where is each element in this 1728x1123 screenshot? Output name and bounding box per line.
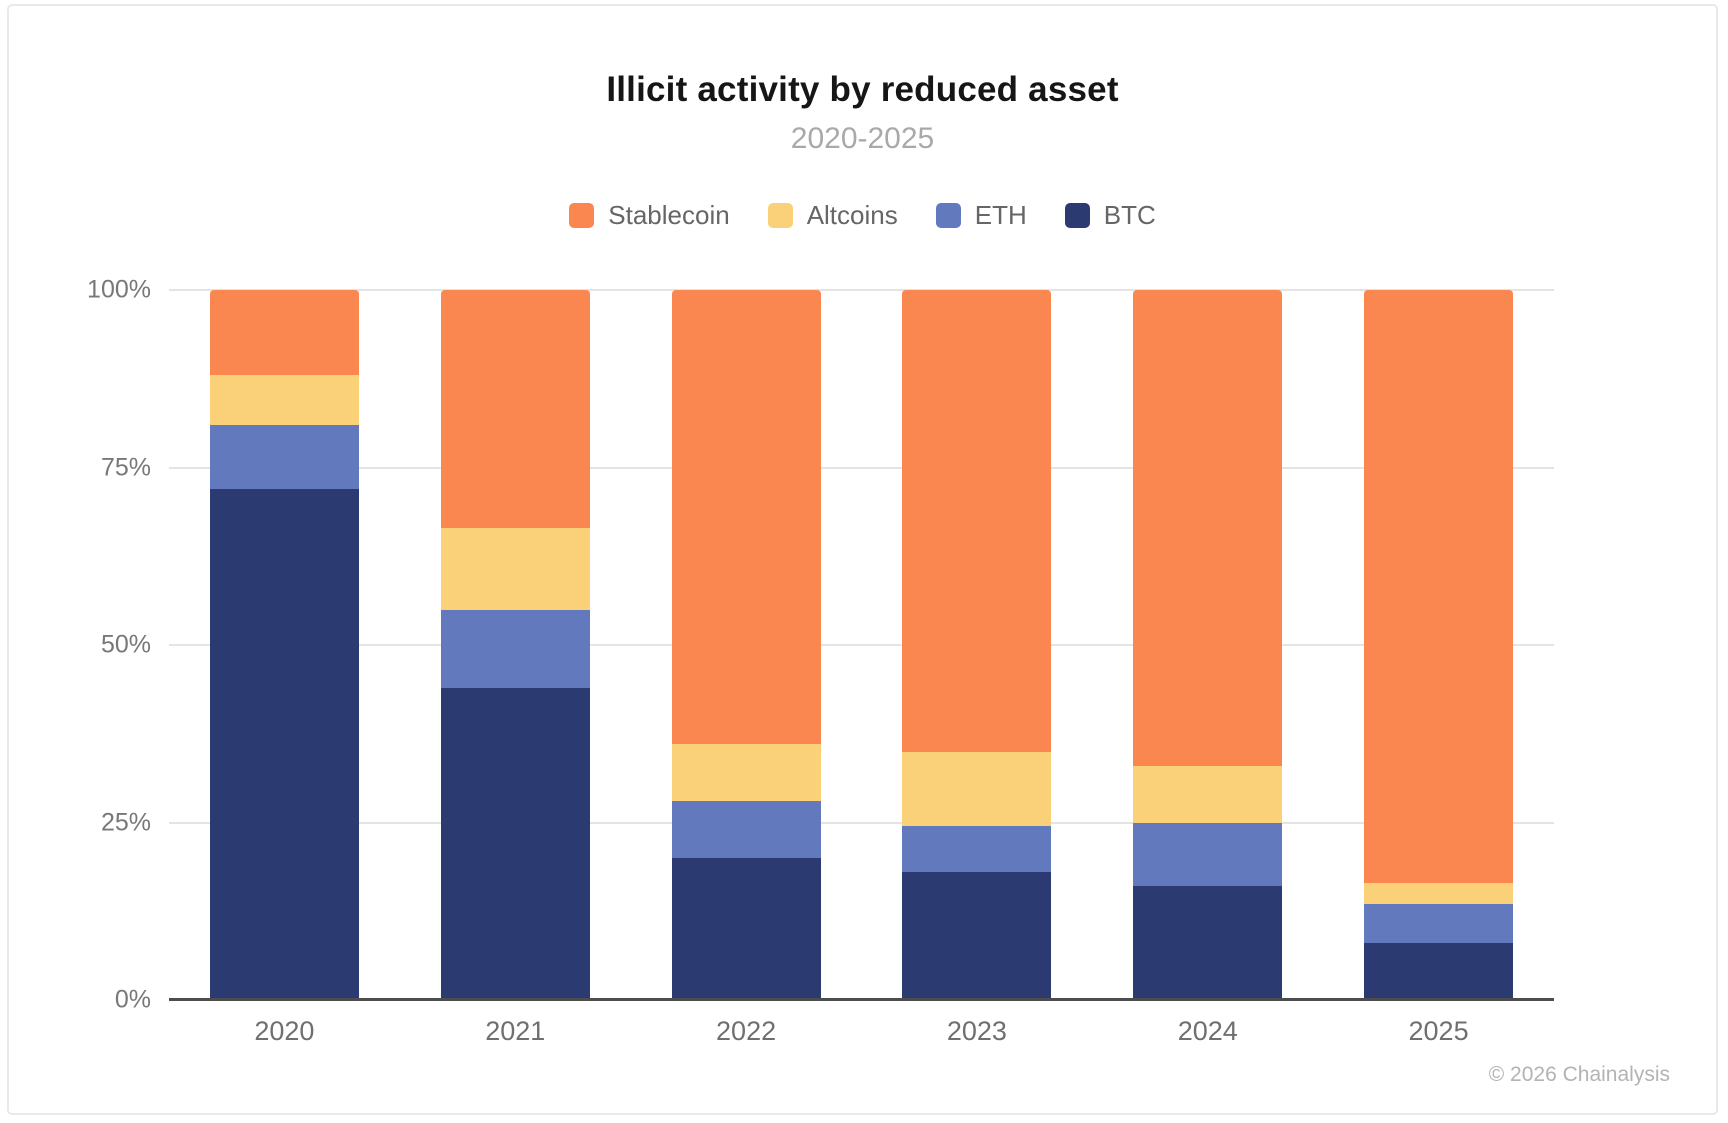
y-axis-tick-label-50: 50%	[100, 630, 151, 659]
x-axis-label-2025: 2025	[1408, 1016, 1469, 1046]
bar-2021	[440, 290, 590, 1000]
x-axis-line	[169, 998, 1554, 1001]
category-band-2025	[1323, 290, 1554, 1000]
x-axis-label-2022: 2022	[716, 1016, 777, 1046]
legend-label-altcoins: Altcoins	[806, 200, 898, 230]
x-axis-label-2024: 2024	[1177, 1016, 1238, 1046]
y-axis-tick-label-0: 0%	[114, 985, 151, 1014]
gridline-50	[169, 644, 1554, 646]
segment-stablecoin-2021	[440, 290, 590, 528]
category-band-2024	[1092, 290, 1323, 1000]
legend-swatch-stablecoin	[569, 203, 595, 228]
copyright-text: © 2026 Chainalysis	[1488, 1063, 1670, 1086]
y-axis-tick-label-25: 25%	[100, 808, 151, 836]
bar-2024	[1133, 290, 1283, 1000]
segment-stablecoin-2020	[209, 290, 359, 376]
segment-altcoins-2023	[902, 751, 1052, 827]
x-axis-labels: 2020 2021 2022 2023 2024 2025	[169, 1016, 1554, 1047]
segment-btc-2024	[1133, 886, 1283, 1000]
segment-stablecoin-2023	[902, 290, 1052, 752]
segment-altcoins-2025	[1364, 882, 1513, 905]
y-axis-tick-label-75: 75%	[100, 453, 151, 481]
legend-item-altcoins[interactable]: Altcoins	[767, 200, 898, 231]
segment-eth-2020	[209, 424, 359, 489]
chart-title: Illicit activity by reduced asset	[606, 70, 1119, 109]
bar-2022	[671, 290, 821, 1000]
segment-eth-2025	[1364, 904, 1513, 944]
legend-label-eth: ETH	[974, 200, 1027, 230]
segment-altcoins-2024	[1133, 765, 1283, 823]
legend-item-btc[interactable]: BTC	[1064, 200, 1156, 231]
segment-stablecoin-2022	[671, 290, 821, 745]
legend-item-stablecoin[interactable]: Stablecoin	[569, 200, 730, 231]
segment-altcoins-2022	[671, 744, 821, 802]
chart-legend: Stablecoin Altcoins ETH BTC	[9, 200, 1716, 231]
chart-card: Illicit activity by reduced asset 2020-2…	[7, 4, 1718, 1115]
y-axis-tick-label-100: 100%	[87, 275, 151, 304]
category-band-2021	[400, 290, 631, 1000]
x-axis-label-2021: 2021	[485, 1016, 546, 1046]
bar-2025	[1364, 290, 1513, 1000]
segment-btc-2025	[1364, 943, 1513, 1000]
segment-altcoins-2021	[440, 527, 590, 610]
segment-altcoins-2020	[209, 375, 359, 425]
legend-label-btc: BTC	[1103, 200, 1156, 230]
chart-subtitle: 2020-2025	[790, 122, 935, 155]
gridline-100	[169, 289, 1554, 291]
gridline-75	[169, 466, 1554, 469]
bar-2023	[902, 290, 1052, 1000]
legend-item-eth[interactable]: ETH	[935, 200, 1027, 231]
segment-btc-2020	[209, 488, 359, 1000]
legend-label-stablecoin: Stablecoin	[608, 200, 730, 230]
segment-btc-2022	[671, 858, 821, 1000]
legend-swatch-eth	[935, 203, 961, 228]
segment-eth-2024	[1133, 822, 1283, 887]
segment-stablecoin-2024	[1133, 290, 1283, 766]
x-axis-label-2020: 2020	[254, 1016, 315, 1046]
category-band-2022	[631, 290, 862, 1000]
gridline-25	[169, 821, 1554, 824]
segment-stablecoin-2025	[1364, 290, 1513, 883]
legend-swatch-altcoins	[767, 203, 793, 228]
category-band-2020	[169, 290, 400, 1000]
plot-area: 2020 2021 2022 2023 2024 2025 0% 25% 50% 75% 100%	[87, 276, 1554, 1046]
segment-btc-2023	[902, 872, 1052, 1000]
segment-btc-2021	[440, 687, 590, 1000]
segment-eth-2023	[902, 826, 1052, 873]
category-band-2023	[861, 290, 1092, 1000]
legend-swatch-btc	[1064, 203, 1090, 228]
x-axis-label-2023: 2023	[946, 1016, 1007, 1046]
bars-container	[169, 290, 1554, 1000]
segment-eth-2021	[440, 609, 590, 688]
segment-eth-2022	[671, 801, 821, 858]
bar-2020	[209, 290, 359, 1000]
